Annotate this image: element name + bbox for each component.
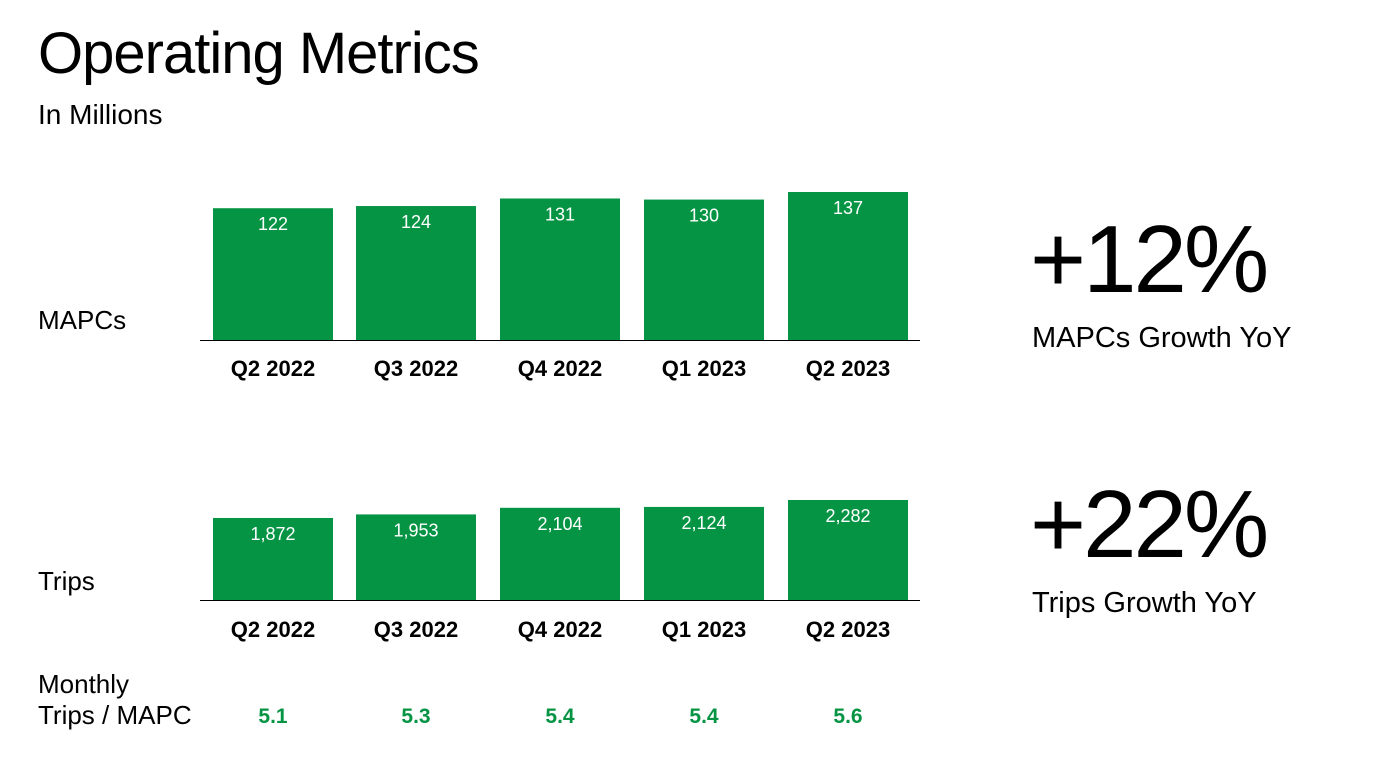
trips-bar-q4-2022: [500, 507, 620, 600]
trips-per-mapc-row: 5.1 5.3 5.4 5.4 5.6: [258, 705, 862, 728]
page-title: Operating Metrics: [38, 21, 480, 86]
trips-value-label-q2-2022: 1,872: [250, 524, 295, 544]
trips-bar-q2-2023: [788, 500, 908, 600]
trips-value-label-q4-2022: 2,104: [537, 514, 582, 534]
ratio-row-label-line2: Trips / MAPC: [38, 700, 192, 730]
trips-row-label: Trips: [38, 566, 95, 596]
trips-tick-label-q2-2023: Q2 2023: [806, 617, 890, 642]
mapcs-bar-q4-2022: [500, 198, 620, 340]
trips-tick-label-q4-2022: Q4 2022: [518, 617, 602, 642]
trips-value-label-q1-2023: 2,124: [681, 513, 726, 533]
page-subtitle: In Millions: [38, 99, 163, 130]
trips-bar-q2-2022: [213, 517, 333, 600]
trips-value-label-q2-2023: 2,282: [825, 506, 870, 526]
trips-per-mapc-value-5: 5.6: [833, 705, 862, 728]
charts-canvas: 122 Q2 2022 124 Q3 2022 131 Q4 2022 130 Q1 2023…: [200, 192, 920, 728]
trips-per-mapc-value-3: 5.4: [545, 705, 575, 728]
mapcs-tick-label-q2-2022: Q2 2022: [231, 356, 315, 381]
trips-per-mapc-value-4: 5.4: [689, 705, 719, 728]
mapcs-growth-value: +12%: [1030, 206, 1269, 313]
trips-bar-q1-2023: [644, 506, 764, 600]
mapcs-value-label-q1-2023: 130: [689, 206, 719, 226]
ratio-row-label-line1: Monthly: [38, 669, 130, 699]
mapcs-value-label-q3-2022: 124: [401, 212, 431, 232]
mapcs-bar-q3-2022: [356, 206, 476, 340]
mapcs-value-label-q2-2023: 137: [833, 198, 863, 218]
mapcs-bar-q1-2023: [644, 199, 764, 340]
trips-tick-label-q2-2022: Q2 2022: [231, 617, 315, 642]
mapcs-value-label-q4-2022: 131: [545, 204, 575, 224]
trips-per-mapc-value-1: 5.1: [258, 705, 288, 728]
mapcs-bar-q2-2022: [213, 208, 333, 340]
trips-growth-value: +22%: [1030, 471, 1269, 578]
mapcs-bar-chart: 122 Q2 2022 124 Q3 2022 131 Q4 2022 130 Q1 2023…: [200, 192, 920, 381]
mapcs-tick-label-q1-2023: Q1 2023: [662, 356, 746, 381]
mapcs-bar-q2-2023: [788, 192, 908, 340]
trips-value-label-q3-2022: 1,953: [393, 520, 438, 540]
trips-tick-label-q1-2023: Q1 2023: [662, 617, 746, 642]
mapcs-tick-label-q2-2023: Q2 2023: [806, 356, 890, 381]
mapcs-tick-label-q3-2022: Q3 2022: [374, 356, 458, 381]
mapcs-growth-label: MAPCs Growth YoY: [1032, 322, 1292, 354]
mapcs-value-label-q2-2022: 122: [258, 214, 288, 234]
trips-growth-label: Trips Growth YoY: [1032, 587, 1257, 619]
mapcs-row-label: MAPCs: [38, 305, 127, 335]
trips-tick-label-q3-2022: Q3 2022: [374, 617, 458, 642]
mapcs-tick-label-q4-2022: Q4 2022: [518, 356, 602, 381]
trips-bar-q3-2022: [356, 514, 476, 600]
trips-bar-chart: 1,872 Q2 2022 1,953 Q3 2022 2,104 Q4 2022 2,12…: [200, 500, 920, 642]
trips-per-mapc-value-2: 5.3: [401, 705, 430, 728]
